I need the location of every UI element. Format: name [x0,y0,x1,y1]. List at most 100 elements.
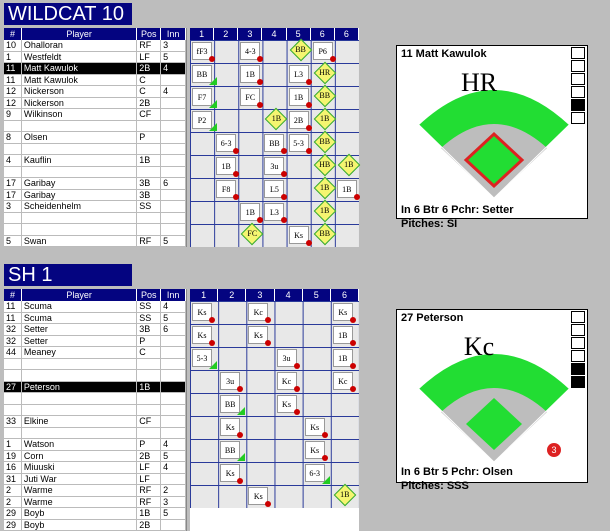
player-cell: Matt Kawulok [22,75,137,86]
plate-appearance[interactable]: HR [311,63,339,86]
player-cell: 17 [4,178,22,189]
player-row[interactable] [4,370,186,382]
plate-appearance[interactable]: 1B [311,109,339,132]
plate-appearance[interactable]: L3 [262,201,290,224]
player-cell: 3B [137,190,161,201]
plate-appearance[interactable]: Ks [303,439,331,462]
plate-appearance[interactable]: Ks [246,324,274,347]
plate-appearance[interactable]: BB [190,63,218,86]
player-cell: Miuuski [22,462,137,473]
plate-appearance[interactable]: 1B [331,347,359,370]
player-cell [161,190,186,201]
out-marker [237,407,245,415]
player-cell: SS [137,313,161,324]
player-cell: Boyb [22,520,137,531]
plate-appearance[interactable]: Ks [246,485,274,508]
plate-appearance[interactable]: FC [238,86,266,109]
plate-appearance[interactable]: Ks [218,462,246,485]
plate-appearance[interactable]: Ks [190,324,218,347]
plate-appearance[interactable]: fF3 [190,40,218,63]
plate-appearance[interactable]: 6-3 [214,132,242,155]
player-row[interactable] [4,428,186,440]
plate-appearance[interactable]: Kc [246,301,274,324]
plate-appearance[interactable]: BB [218,393,246,416]
plate-appearance[interactable]: 4-3 [238,40,266,63]
player-row[interactable] [4,359,186,371]
plate-appearance[interactable]: FC [238,224,266,247]
player-row[interactable] [4,405,186,417]
plate-appearance[interactable]: 1B [214,155,242,178]
player-cell: Scuma [22,301,137,312]
player-cell: 6 [161,324,186,335]
plate-appearance[interactable]: Ks [190,301,218,324]
plate-appearance[interactable]: Kc [331,370,359,393]
plate-appearance[interactable]: BB [218,439,246,462]
plate-appearance[interactable]: BB [311,86,339,109]
plate-appearance[interactable]: 1B [335,155,363,178]
player-cell: SS [137,301,161,312]
player-cell [4,405,22,416]
play-code: 1B [311,114,339,123]
player-row[interactable] [4,213,186,225]
plate-appearance[interactable]: 1B [335,178,363,201]
plate-appearance[interactable]: Kc [275,370,303,393]
plate-appearance[interactable]: P6 [311,40,339,63]
plate-appearance[interactable]: 6-3 [303,462,331,485]
player-row[interactable] [4,121,186,133]
plate-appearance[interactable]: 1B [331,324,359,347]
plate-appearance[interactable]: 1B [331,485,359,508]
plate-appearance[interactable]: 3u [275,347,303,370]
plate-appearance[interactable]: 1B [311,201,339,224]
player-cell [161,132,186,143]
plate-appearance[interactable]: 3u [262,155,290,178]
plate-appearance[interactable]: P2 [190,109,218,132]
plate-appearance[interactable]: 1B [238,63,266,86]
player-cell: Olsen [22,132,137,143]
plate-appearance[interactable]: Ks [331,301,359,324]
at-bat-card: 11 Matt Kawulok HR In 6 Btr 6 Pchr: Sett… [396,45,588,219]
plate-appearance[interactable]: 5-3 [190,347,218,370]
player-row[interactable] [4,393,186,405]
plate-appearance[interactable]: 3u [218,370,246,393]
plate-appearance[interactable]: F8 [214,178,242,201]
plate-appearance[interactable]: Ks [303,416,331,439]
player-row[interactable] [4,144,186,156]
plate-appearance[interactable]: BB [311,224,339,247]
plate-appearance[interactable]: Ks [275,393,303,416]
plate-appearance[interactable]: Ks [218,416,246,439]
plate-appearance[interactable]: F7 [190,86,218,109]
player-row[interactable] [4,224,186,236]
player-cell [137,144,161,155]
player-row[interactable] [4,167,186,179]
plate-appearance[interactable]: BB [311,132,339,155]
plate-appearance[interactable]: L5 [262,178,290,201]
